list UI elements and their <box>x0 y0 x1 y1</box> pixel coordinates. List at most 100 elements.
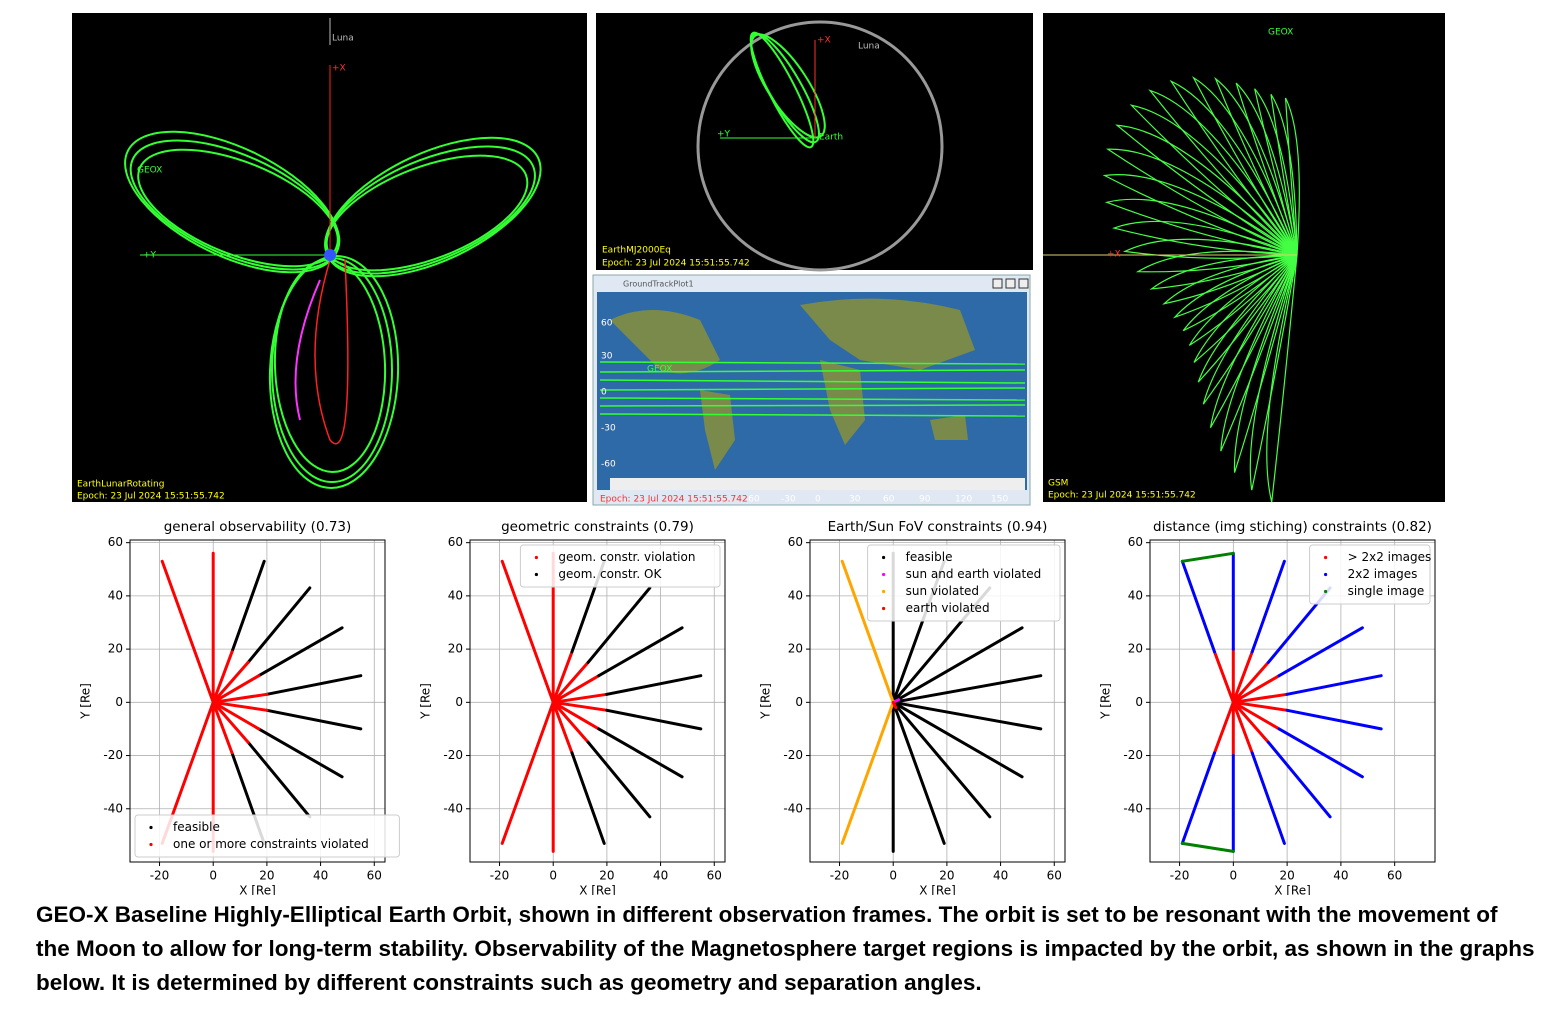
orbit-curve <box>1209 254 1298 429</box>
plot-frame <box>129 539 386 863</box>
x-tick-label: 60 <box>1387 869 1402 883</box>
label: Luna <box>332 34 354 44</box>
epoch: Epoch: 23 Jul 2024 15:51:55.742 <box>600 495 748 505</box>
legend-label: 2x2 images <box>1348 567 1418 581</box>
x-tick-label: 40 <box>993 869 1008 883</box>
label: +Y <box>143 251 157 261</box>
x-tick-label: 60 <box>1047 869 1062 883</box>
label: +X <box>817 36 831 46</box>
orbit-curve <box>1202 254 1298 405</box>
lon-label: 60 <box>883 495 895 505</box>
chart-title: geometric constraints (0.79) <box>501 519 694 535</box>
legend-marker <box>534 555 539 560</box>
y-tick-label: -40 <box>1123 801 1143 815</box>
y-tick-label: 0 <box>455 695 463 709</box>
y-tick-label: -40 <box>443 801 463 815</box>
label: +X <box>332 64 346 74</box>
orbit-curve <box>1284 97 1300 256</box>
continents <box>610 298 1025 490</box>
label: +Y <box>717 130 731 140</box>
orbit-arc <box>314 259 349 445</box>
y-axis-label: Y [Re] <box>419 683 433 720</box>
x-tick-label: -20 <box>150 869 170 883</box>
legend-marker <box>1324 572 1328 577</box>
y-tick-label: 40 <box>1128 588 1143 602</box>
panel-labels: GEOX +X GSM Epoch: 23 Jul 2024 15:51:55.… <box>1048 28 1293 501</box>
legend-label: feasible <box>906 550 953 564</box>
legend-marker <box>1324 589 1328 594</box>
series-points <box>1180 551 1235 853</box>
legend-marker <box>149 825 153 830</box>
label: GEOX <box>1268 28 1293 38</box>
legend-label: > 2x2 images <box>1348 550 1432 564</box>
x-axis-label: X [Re] <box>919 884 956 896</box>
chart-title: Earth/Sun FoV constraints (0.94) <box>828 519 1048 535</box>
lon-label: 0 <box>815 495 821 505</box>
x-tick-label: 20 <box>939 869 954 883</box>
orbit-curve <box>1266 254 1298 503</box>
orbit-curve <box>1270 93 1298 256</box>
lon-label: -60 <box>745 495 760 505</box>
y-tick-label: 0 <box>795 695 803 709</box>
label: Earth <box>819 133 843 143</box>
plot-area <box>470 540 725 862</box>
orbit-curve <box>1182 254 1298 332</box>
x-tick-label: -20 <box>1170 869 1190 883</box>
epoch: Epoch: 23 Jul 2024 15:51:55.742 <box>1048 491 1196 501</box>
legend-marker <box>882 606 886 611</box>
caption: GEO-X Baseline Highly-Elliptical Earth O… <box>36 902 1535 995</box>
y-axis-label: Y [Re] <box>759 683 773 720</box>
window-button[interactable] <box>1018 278 1029 289</box>
y-tick-label: 40 <box>108 588 123 602</box>
y-axis-label: Y [Re] <box>1099 683 1113 720</box>
legend-marker <box>149 842 153 847</box>
orbit-fan <box>1102 76 1300 503</box>
frame-label: EarthMJ2000Eq <box>602 246 671 256</box>
window-button[interactable] <box>992 278 1003 289</box>
label: +X <box>1107 250 1121 260</box>
epoch: Epoch: 23 Jul 2024 15:51:55.742 <box>602 259 750 269</box>
plot-frame <box>1149 539 1436 863</box>
plot-area <box>130 540 385 862</box>
lon-label: -30 <box>781 495 796 505</box>
epoch: Epoch: 23 Jul 2024 15:51:55.742 <box>77 492 225 502</box>
lon-label: 120 <box>955 495 972 505</box>
legend-label: sun and earth violated <box>906 567 1042 581</box>
legend-label: geom. constr. OK <box>558 567 662 581</box>
chart-title: general observability (0.73) <box>164 519 352 535</box>
y-tick-label: 20 <box>108 642 123 656</box>
y-tick-label: -40 <box>783 801 803 815</box>
frame-label: GSM <box>1048 479 1068 489</box>
x-tick-label: 20 <box>599 869 614 883</box>
series-points <box>160 551 269 853</box>
legend-marker <box>882 589 886 594</box>
panel-bg <box>1043 13 1445 502</box>
y-tick-label: 20 <box>1128 642 1143 656</box>
y-axis-label: Y [Re] <box>79 683 93 720</box>
orbit-curve <box>1249 254 1298 491</box>
y-tick-label: 40 <box>448 588 463 602</box>
orbit-curve <box>1220 254 1298 452</box>
moon-orbit <box>696 20 944 272</box>
y-tick-label: 0 <box>115 695 123 709</box>
y-tick-label: -20 <box>443 748 463 762</box>
x-tick-label: 60 <box>367 869 382 883</box>
window-button[interactable] <box>1005 278 1016 289</box>
orbit-curve <box>1233 254 1298 473</box>
y-tick-label: 60 <box>448 535 463 549</box>
x-tick-label: 0 <box>1230 869 1238 883</box>
label: GEOX <box>647 365 672 375</box>
charts: -20 0 20 40 60 -40 -20 0 20 40 60 general observabi… <box>79 519 1436 895</box>
legend-marker <box>882 555 886 560</box>
series-points <box>891 551 1043 853</box>
series-points <box>891 700 898 710</box>
y-tick-label: 60 <box>1128 535 1143 549</box>
y-tick-label: 60 <box>108 535 123 549</box>
panel-labels: Luna +X GEOX +Y EarthLunarRotating Epoch… <box>77 34 354 502</box>
lon-label: 30 <box>849 495 861 505</box>
legend-marker <box>1324 555 1328 560</box>
legend-label: one or more constraints violated <box>173 837 369 851</box>
lat-label: 60 <box>601 319 613 329</box>
lat-label: -60 <box>601 460 616 470</box>
